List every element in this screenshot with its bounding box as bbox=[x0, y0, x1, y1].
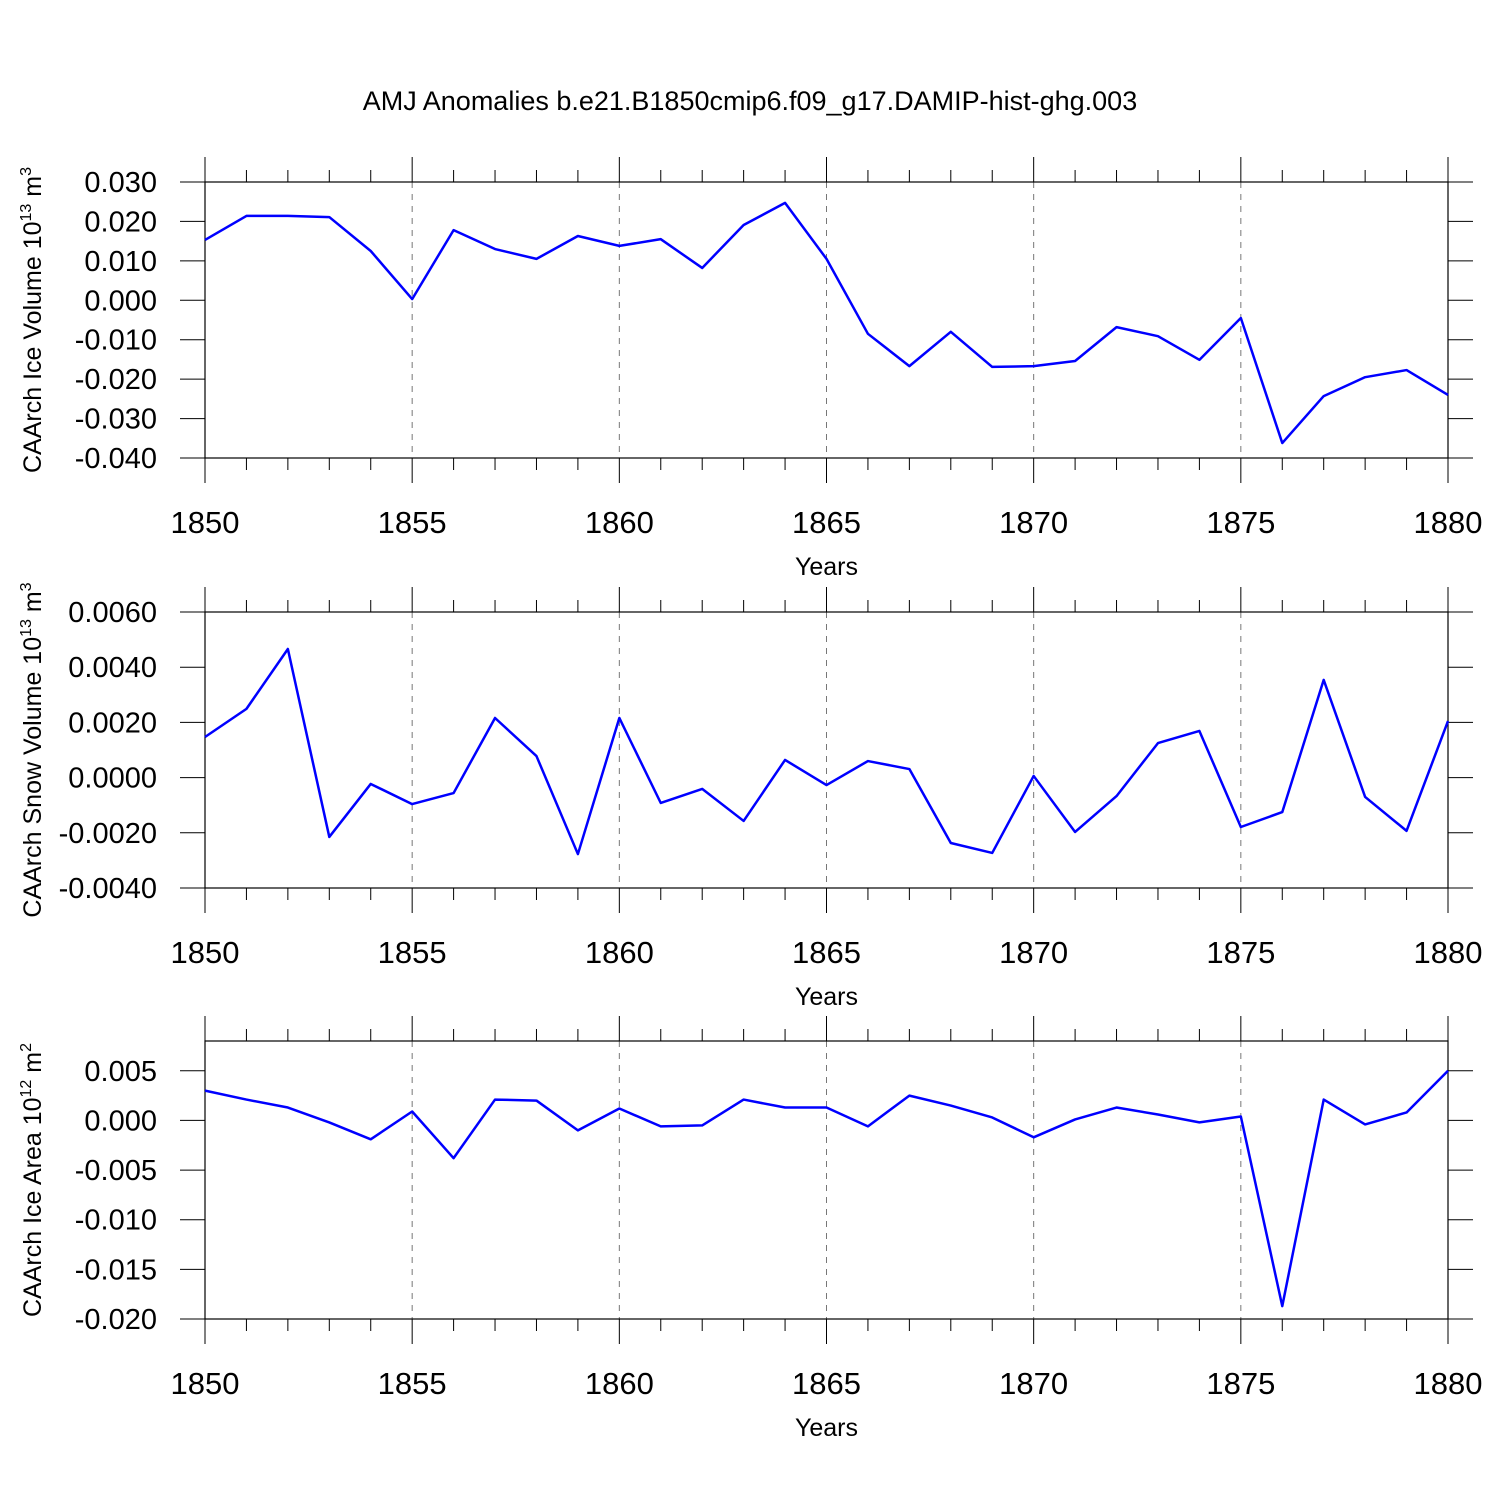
y-axis-label-part: m bbox=[19, 591, 47, 619]
x-tick-label: 1880 bbox=[1414, 935, 1483, 970]
x-tick-label: 1875 bbox=[1206, 1366, 1275, 1401]
y-tick-label: -0.015 bbox=[75, 1254, 157, 1286]
y-tick-label: -0.040 bbox=[75, 443, 157, 475]
y-tick-label: 0.005 bbox=[84, 1056, 157, 1088]
x-tick-label: 1850 bbox=[171, 1366, 240, 1401]
y-tick-label: -0.010 bbox=[75, 325, 157, 357]
y-tick-label: 0.010 bbox=[84, 246, 157, 278]
y-tick-label: 0.0060 bbox=[68, 597, 157, 629]
x-tick-label: 1875 bbox=[1206, 935, 1275, 970]
y-axis-label-exponent: 12 bbox=[18, 1080, 35, 1098]
y-tick-label: -0.0020 bbox=[59, 818, 157, 850]
y-axis-label: CAArch Ice Area 1012 m2 bbox=[18, 1043, 47, 1317]
y-tick-label: 0.0020 bbox=[68, 707, 157, 739]
y-axis-label-exponent: 2 bbox=[18, 1043, 35, 1052]
x-tick-label: 1860 bbox=[585, 1366, 654, 1401]
x-tick-label: 1855 bbox=[378, 1366, 447, 1401]
data-line bbox=[204, 1069, 1449, 1308]
x-tick-label: 1875 bbox=[1206, 505, 1275, 540]
x-tick-label: 1865 bbox=[792, 935, 861, 970]
y-axis-label-part: CAArch Snow Volume 10 bbox=[19, 637, 47, 918]
x-tick-label: 1850 bbox=[171, 935, 240, 970]
x-axis-label: Years bbox=[795, 1414, 858, 1442]
x-tick-label: 1860 bbox=[585, 935, 654, 970]
y-tick-label: -0.020 bbox=[75, 1304, 157, 1336]
y-tick-label: 0.020 bbox=[84, 206, 157, 238]
y-axis-label-part: CAArch Ice Volume 10 bbox=[19, 221, 47, 473]
y-axis-label-exponent: 13 bbox=[18, 619, 35, 637]
x-tick-label: 1865 bbox=[792, 1366, 861, 1401]
y-tick-label: 0.030 bbox=[84, 167, 157, 199]
x-axis-label: Years bbox=[795, 553, 858, 581]
y-axis-label-part: m bbox=[19, 176, 47, 204]
y-tick-label: -0.030 bbox=[75, 404, 157, 436]
x-tick-label: 1865 bbox=[792, 505, 861, 540]
y-axis-label-exponent: 3 bbox=[18, 167, 35, 176]
y-tick-label: 0.0000 bbox=[68, 763, 157, 795]
y-axis-label: CAArch Snow Volume 1013 m3 bbox=[18, 582, 47, 917]
x-tick-label: 1870 bbox=[999, 935, 1068, 970]
data-line bbox=[204, 647, 1450, 856]
data-line bbox=[204, 201, 1449, 445]
x-tick-label: 1850 bbox=[171, 505, 240, 540]
x-tick-label: 1870 bbox=[999, 1366, 1068, 1401]
y-tick-label: -0.010 bbox=[75, 1205, 157, 1237]
x-axis-label: Years bbox=[795, 983, 858, 1011]
y-tick-label: 0.000 bbox=[84, 1105, 157, 1137]
y-axis-label-part: CAArch Ice Area 10 bbox=[19, 1097, 47, 1317]
x-tick-label: 1855 bbox=[378, 505, 447, 540]
x-tick-label: 1855 bbox=[378, 935, 447, 970]
y-axis-label-exponent: 13 bbox=[18, 204, 35, 222]
x-tick-label: 1880 bbox=[1414, 505, 1483, 540]
figure-title: AMJ Anomalies b.e21.B1850cmip6.f09_g17.D… bbox=[363, 86, 1137, 116]
y-tick-label: 0.0040 bbox=[68, 652, 157, 684]
x-tick-label: 1880 bbox=[1414, 1366, 1483, 1401]
y-tick-label: -0.005 bbox=[75, 1155, 157, 1187]
y-axis-label-part: m bbox=[19, 1052, 47, 1080]
y-tick-label: -0.0040 bbox=[59, 873, 157, 905]
y-tick-label: 0.000 bbox=[84, 285, 157, 317]
y-tick-label: -0.020 bbox=[75, 364, 157, 396]
x-tick-label: 1870 bbox=[999, 505, 1068, 540]
x-tick-label: 1860 bbox=[585, 505, 654, 540]
y-axis-label-exponent: 3 bbox=[18, 582, 35, 591]
y-axis-label: CAArch Ice Volume 1013 m3 bbox=[18, 167, 47, 473]
